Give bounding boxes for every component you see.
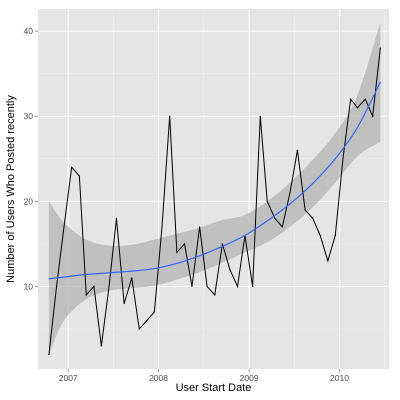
data-point — [138, 328, 140, 330]
data-point — [214, 294, 216, 296]
data-point — [334, 234, 336, 236]
data-point — [161, 226, 163, 228]
data-point — [71, 166, 73, 168]
smooth-trend-points — [48, 81, 381, 280]
smooth-point — [289, 203, 291, 205]
data-point — [115, 217, 118, 219]
data-point — [356, 107, 359, 109]
data-point — [259, 115, 261, 117]
smooth-point — [379, 81, 381, 83]
data-point — [199, 226, 201, 228]
data-point — [55, 285, 58, 288]
data-point — [206, 285, 208, 288]
data-point — [146, 319, 148, 322]
y-tick-label: 10 — [24, 281, 34, 291]
x-tick-label: 2009 — [240, 373, 259, 383]
data-point — [319, 234, 321, 236]
data-point — [364, 98, 366, 100]
data-point — [131, 277, 133, 279]
smooth-point — [48, 278, 50, 280]
smooth-point — [131, 270, 133, 272]
data-point — [63, 226, 65, 228]
x-tick-label: 2008 — [149, 373, 168, 383]
y-tick-label: 20 — [24, 196, 34, 206]
data-point — [221, 243, 224, 245]
data-point — [100, 345, 102, 347]
data-point — [183, 243, 186, 245]
smooth-point — [266, 220, 268, 222]
data-point — [176, 251, 178, 254]
smooth-point — [357, 126, 359, 128]
data-point — [304, 209, 306, 211]
smooth-point — [153, 268, 155, 270]
data-point — [108, 285, 110, 288]
data-point — [93, 285, 95, 288]
y-tick-label: 30 — [24, 111, 34, 121]
x-axis-title: User Start Date — [176, 382, 252, 394]
data-point — [274, 217, 276, 219]
data-point — [236, 285, 239, 288]
data-point — [289, 192, 291, 194]
data-point — [281, 226, 283, 228]
smooth-point — [221, 245, 223, 247]
data-point — [85, 294, 87, 296]
data-point — [153, 311, 155, 313]
observed-series-points — [48, 47, 381, 356]
smooth-point — [244, 234, 246, 236]
data-point — [48, 353, 50, 356]
smooth-point — [63, 276, 65, 278]
x-tick-label: 2010 — [330, 373, 349, 383]
data-point — [229, 268, 231, 271]
data-point — [252, 285, 254, 288]
data-point — [312, 217, 314, 219]
data-point — [296, 149, 299, 151]
data-point — [169, 115, 171, 117]
plot-panel — [38, 9, 389, 369]
y-tick-label: 40 — [24, 26, 34, 36]
smooth-point — [334, 158, 336, 160]
data-point — [191, 285, 193, 288]
data-point — [372, 115, 374, 117]
x-tick-label: 2007 — [59, 373, 78, 383]
y-axis-title: Number of Users Who Posted recently — [5, 95, 17, 283]
smooth-point — [199, 255, 201, 257]
data-point — [342, 158, 344, 160]
data-point — [327, 260, 329, 262]
data-point — [379, 47, 381, 49]
x-axis: 2007 2008 2009 2010 — [59, 369, 349, 383]
data-point — [78, 175, 80, 177]
smooth-point — [176, 262, 178, 264]
y-axis: 10 20 30 40 — [24, 26, 38, 291]
smooth-point — [108, 272, 110, 274]
smooth-point — [312, 182, 314, 184]
smooth-point — [85, 274, 87, 276]
data-point — [350, 98, 352, 100]
data-point — [123, 302, 125, 305]
data-point — [266, 200, 268, 202]
smooth-trend-line — [48, 81, 381, 280]
